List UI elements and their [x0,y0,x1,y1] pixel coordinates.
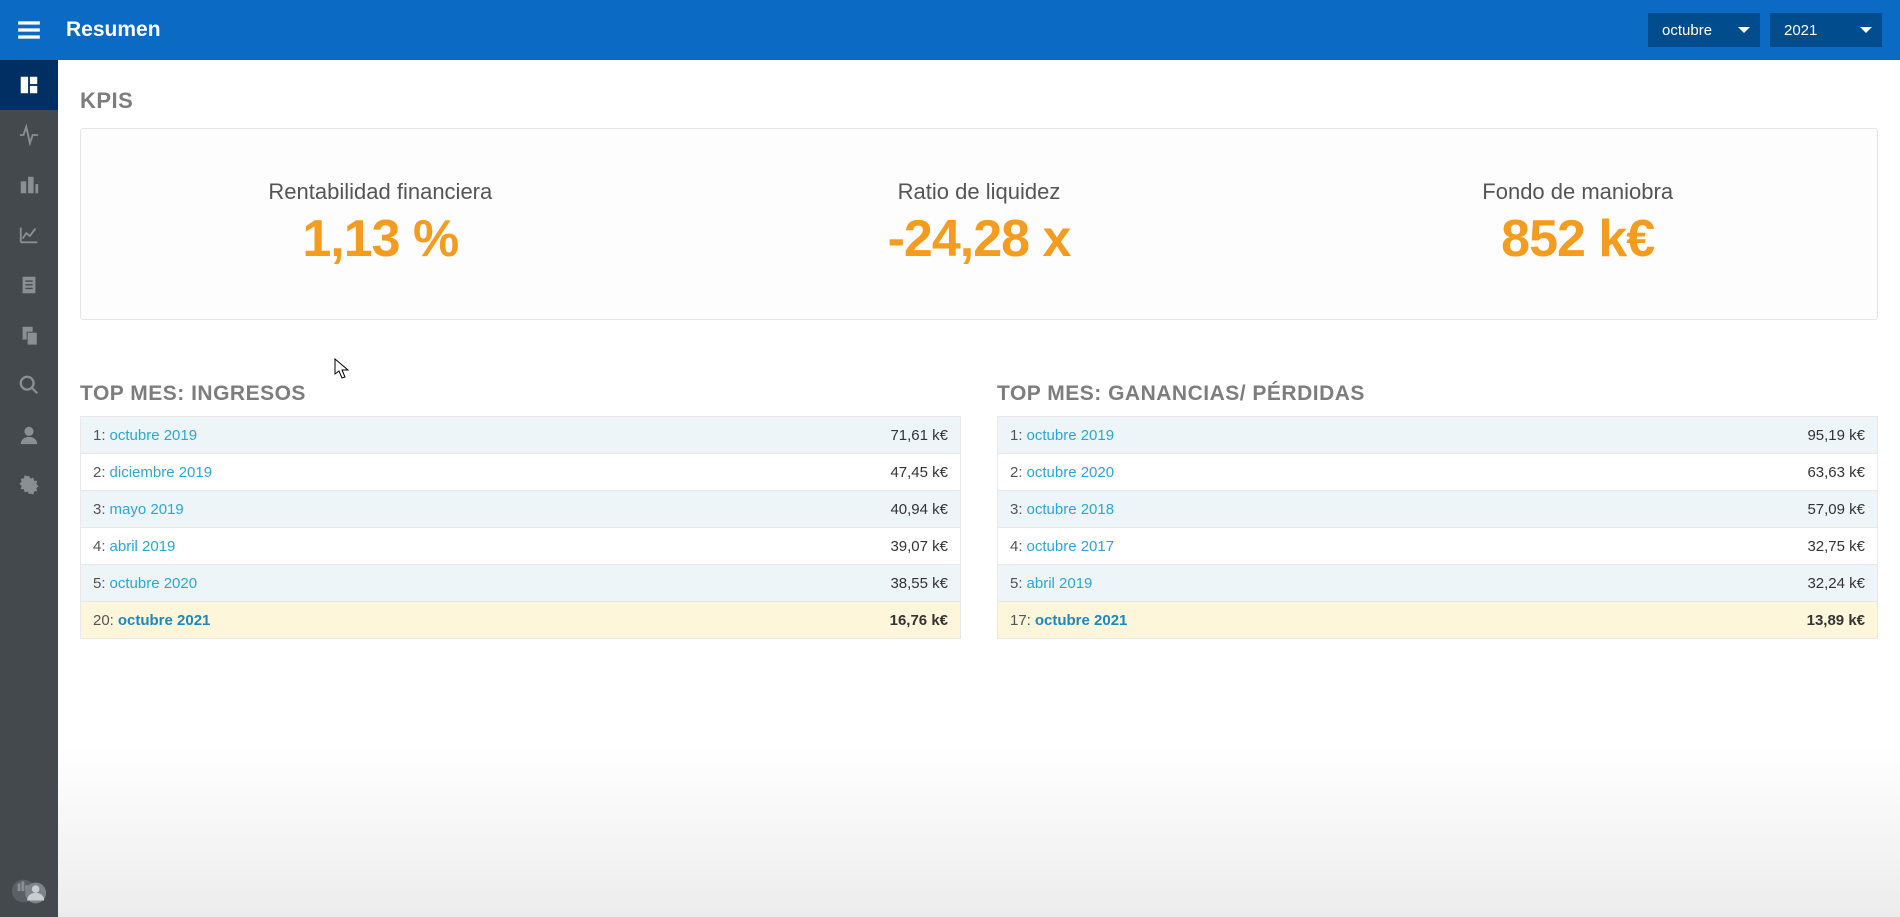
table-row: 5: octubre 2020 38,55 k€ [81,564,960,601]
kpis-heading: KPIS [80,88,1878,114]
menu-toggle-button[interactable] [0,0,58,60]
table-row: 4: abril 2019 39,07 k€ [81,527,960,564]
row-value: 32,75 k€ [1807,538,1865,555]
topbar: Resumen octubre 2021 [0,0,1900,60]
row-value: 47,45 k€ [890,464,948,481]
month-select-value: octubre [1662,22,1712,39]
sidebar-profile-button[interactable] [0,865,58,917]
sidebar [0,60,58,917]
hamburger-icon [16,17,42,43]
sidebar-item-buildings[interactable] [0,160,58,210]
table-row: 2: diciembre 2019 47,45 k€ [81,453,960,490]
table-row: 3: mayo 2019 40,94 k€ [81,490,960,527]
row-rank: 4: [93,538,106,555]
row-rank: 5: [1010,575,1023,592]
kpi-value: 852 k€ [1278,209,1877,269]
row-period-link[interactable]: octubre 2021 [118,612,211,629]
row-period-link[interactable]: octubre 2020 [110,575,198,592]
kpi-label: Rentabilidad financiera [81,179,680,205]
row-period-link[interactable]: diciembre 2019 [110,464,213,481]
sidebar-item-user[interactable] [0,410,58,460]
row-value: 38,55 k€ [890,575,948,592]
year-select-value: 2021 [1784,22,1817,39]
ganancias-section: TOP MES: GANANCIAS/ PÉRDIDAS 1: octubre … [997,382,1878,639]
row-value: 95,19 k€ [1807,427,1865,444]
page-title: Resumen [66,18,161,42]
buildings-icon [18,174,40,196]
row-rank: 20: [93,612,114,629]
row-period-link[interactable]: octubre 2018 [1027,501,1115,518]
row-value: 16,76 k€ [890,612,948,629]
table-row: 17: octubre 2021 13,89 k€ [998,601,1877,638]
table-row: 1: octubre 2019 95,19 k€ [998,416,1877,453]
row-value: 40,94 k€ [890,501,948,518]
row-period-link[interactable]: abril 2019 [1027,575,1093,592]
table-row: 20: octubre 2021 16,76 k€ [81,601,960,638]
table-row: 1: octubre 2019 71,61 k€ [81,416,960,453]
kpi-label: Fondo de maniobra [1278,179,1877,205]
row-value: 57,09 k€ [1807,501,1865,518]
year-select[interactable]: 2021 [1770,13,1882,47]
sidebar-item-clipboard[interactable] [0,310,58,360]
table-row: 3: octubre 2018 57,09 k€ [998,490,1877,527]
row-period-link[interactable]: mayo 2019 [110,501,184,518]
sidebar-item-chart[interactable] [0,210,58,260]
row-value: 32,24 k€ [1807,575,1865,592]
chevron-down-icon [1738,27,1750,33]
row-value: 71,61 k€ [890,427,948,444]
gear-icon [18,474,40,496]
kpi-card: Rentabilidad financiera 1,13 % Ratio de … [80,128,1878,320]
ingresos-table: 1: octubre 2019 71,61 k€ 2: diciembre 2019… [80,416,961,639]
dashboard-icon [18,74,40,96]
kpi-label: Ratio de liquidez [680,179,1279,205]
main-content: KPIS Rentabilidad financiera 1,13 % Rati… [58,60,1900,917]
row-rank: 2: [1010,464,1023,481]
row-rank: 1: [93,427,106,444]
row-period-link[interactable]: octubre 2021 [1035,612,1128,629]
row-rank: 4: [1010,538,1023,555]
row-rank: 1: [1010,427,1023,444]
row-rank: 3: [93,501,106,518]
row-value: 63,63 k€ [1807,464,1865,481]
row-period-link[interactable]: octubre 2019 [110,427,198,444]
kpi-item: Ratio de liquidez -24,28 x [680,179,1279,269]
row-value: 13,89 k€ [1807,612,1865,629]
kpi-value: 1,13 % [81,209,680,269]
table-row: 2: octubre 2020 63,63 k€ [998,453,1877,490]
row-value: 39,07 k€ [890,538,948,555]
kpi-item: Rentabilidad financiera 1,13 % [81,179,680,269]
document-icon [18,274,40,296]
row-period-link[interactable]: octubre 2017 [1027,538,1115,555]
chart-line-icon [18,224,40,246]
profile-avatar-icon [10,872,48,910]
month-select[interactable]: octubre [1648,13,1760,47]
ingresos-heading: TOP MES: INGRESOS [80,382,961,406]
row-period-link[interactable]: abril 2019 [110,538,176,555]
table-row: 4: octubre 2017 32,75 k€ [998,527,1877,564]
search-icon [18,374,40,396]
sidebar-item-search[interactable] [0,360,58,410]
ganancias-heading: TOP MES: GANANCIAS/ PÉRDIDAS [997,382,1878,406]
row-period-link[interactable]: octubre 2019 [1027,427,1115,444]
row-rank: 17: [1010,612,1031,629]
activity-icon [18,124,40,146]
chevron-down-icon [1860,27,1872,33]
user-icon [18,424,40,446]
row-rank: 2: [93,464,106,481]
row-period-link[interactable]: octubre 2020 [1027,464,1115,481]
ingresos-section: TOP MES: INGRESOS 1: octubre 2019 71,61 k… [80,382,961,639]
table-row: 5: abril 2019 32,24 k€ [998,564,1877,601]
sidebar-item-activity[interactable] [0,110,58,160]
tables-row: TOP MES: INGRESOS 1: octubre 2019 71,61 k… [80,382,1878,639]
clipboard-icon [18,324,40,346]
kpi-item: Fondo de maniobra 852 k€ [1278,179,1877,269]
row-rank: 5: [93,575,106,592]
sidebar-item-document[interactable] [0,260,58,310]
kpi-value: -24,28 x [680,209,1279,269]
sidebar-item-settings[interactable] [0,460,58,510]
row-rank: 3: [1010,501,1023,518]
ganancias-table: 1: octubre 2019 95,19 k€ 2: octubre 2020 63… [997,416,1878,639]
sidebar-item-dashboard[interactable] [0,60,58,110]
